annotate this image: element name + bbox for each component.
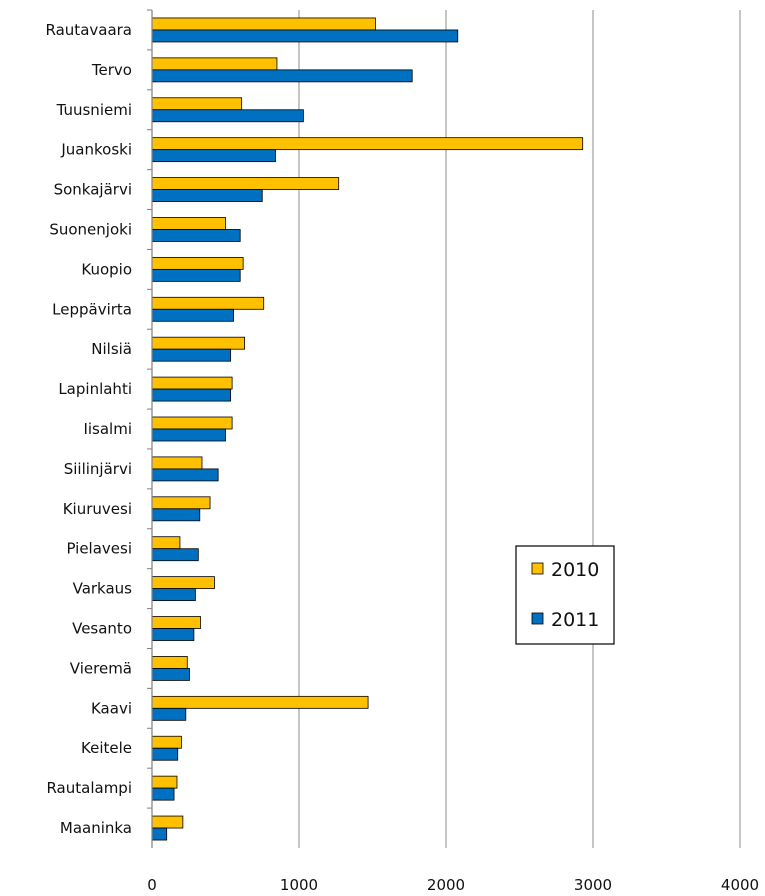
bar-2011-pielavesi bbox=[151, 548, 199, 562]
bar-2011-leppävirta bbox=[151, 308, 234, 322]
category-label: Iisalmi bbox=[83, 420, 132, 438]
bar-2011-kiuruvesi bbox=[151, 508, 201, 522]
legend-swatch-2011 bbox=[531, 612, 544, 625]
bar-2011-kaavi bbox=[151, 707, 187, 721]
bar-2011-vesanto bbox=[151, 628, 195, 641]
bar-2011-vieremä bbox=[151, 668, 190, 681]
bar-2010-nilsiä bbox=[151, 336, 246, 350]
bar-2010-juankoski bbox=[151, 137, 584, 151]
category-label: Juankoski bbox=[60, 141, 132, 159]
bar-2010-tuusniemi bbox=[151, 97, 243, 111]
bar-2010-rautalampi bbox=[151, 775, 178, 789]
category-labels: Rautavaara Tervo Tuusniemi Juankoski Sonkajä… bbox=[46, 21, 133, 837]
category-label: Tuusniemi bbox=[56, 101, 132, 119]
bar-2011-nilsiä bbox=[151, 348, 232, 362]
bar-2010-suonenjoki bbox=[151, 217, 226, 230]
bar-2010-kuopio bbox=[151, 256, 244, 270]
bar-2011-lapinlahti bbox=[151, 388, 232, 402]
bar-2011-maaninka bbox=[151, 827, 168, 841]
bar-2010-tervo bbox=[151, 57, 278, 71]
x-tick-label: 0 bbox=[147, 876, 157, 894]
bar-2010-pielavesi bbox=[151, 536, 181, 550]
category-label: Varkaus bbox=[73, 580, 133, 598]
bar-2010-vieremä bbox=[151, 656, 188, 669]
bar-2011-keitele bbox=[151, 747, 179, 761]
category-label: Siilinjärvi bbox=[64, 460, 132, 478]
bar-2011-rautalampi bbox=[151, 787, 175, 801]
category-label: Vesanto bbox=[72, 620, 132, 638]
legend-box bbox=[515, 545, 615, 645]
category-label: Rautalampi bbox=[46, 779, 132, 797]
category-label: Keitele bbox=[81, 739, 132, 757]
category-label: Sonkajärvi bbox=[54, 181, 132, 199]
legend-label-2010: 2010 bbox=[551, 559, 599, 581]
bar-2010-keitele bbox=[151, 735, 182, 749]
bar-2011-siilinjärvi bbox=[151, 468, 219, 482]
bar-2010-lapinlahti bbox=[151, 376, 233, 390]
bar-2011-sonkajärvi bbox=[151, 189, 263, 202]
bar-2011-suonenjoki bbox=[151, 229, 241, 242]
legend-label-2011: 2011 bbox=[551, 609, 599, 631]
bar-2010-kiuruvesi bbox=[151, 496, 211, 510]
bar-2011-kuopio bbox=[151, 268, 241, 282]
x-tick-label: 4000 bbox=[721, 876, 759, 894]
bar-2011-iisalmi bbox=[151, 428, 226, 442]
category-label: Nilsiä bbox=[91, 340, 132, 358]
bar-2010-rautavaara bbox=[151, 17, 376, 31]
x-tick-label: 3000 bbox=[574, 876, 612, 894]
bar-2011-rautavaara bbox=[151, 29, 459, 43]
category-label: Leppävirta bbox=[52, 300, 132, 318]
legend-swatch-2010 bbox=[531, 562, 544, 575]
category-label: Kaavi bbox=[91, 699, 132, 717]
bar-2010-iisalmi bbox=[151, 416, 233, 430]
category-label: Vieremä bbox=[70, 659, 132, 677]
x-tick-label: 2000 bbox=[427, 876, 465, 894]
category-label: Pielavesi bbox=[66, 540, 132, 558]
category-label: Lapinlahti bbox=[58, 380, 132, 398]
category-label: Suonenjoki bbox=[49, 220, 132, 238]
bar-2010-varkaus bbox=[151, 576, 215, 590]
bar-2011-tuusniemi bbox=[151, 109, 304, 123]
category-label: Kuopio bbox=[81, 260, 132, 278]
bar-2010-siilinjärvi bbox=[151, 456, 203, 470]
bar-2011-varkaus bbox=[151, 588, 196, 602]
bar-2010-maaninka bbox=[151, 815, 184, 829]
bar-2010-kaavi bbox=[151, 695, 369, 709]
category-label: Tervo bbox=[91, 61, 132, 79]
x-tick-labels: 0 1000 2000 3000 4000 bbox=[147, 876, 759, 894]
gridlines bbox=[298, 10, 741, 848]
x-tick-label: 1000 bbox=[280, 876, 318, 894]
category-label: Maaninka bbox=[60, 819, 132, 837]
bar-2011-juankoski bbox=[151, 149, 276, 163]
bars bbox=[147, 9, 584, 841]
bar-2010-vesanto bbox=[151, 616, 201, 629]
bar-2011-tervo bbox=[151, 69, 413, 83]
legend: 2010 2011 bbox=[515, 545, 615, 645]
category-label: Rautavaara bbox=[46, 21, 132, 39]
bar-2010-leppävirta bbox=[151, 296, 265, 310]
bar-2010-sonkajärvi bbox=[151, 177, 340, 190]
category-label: Kiuruvesi bbox=[63, 500, 132, 518]
